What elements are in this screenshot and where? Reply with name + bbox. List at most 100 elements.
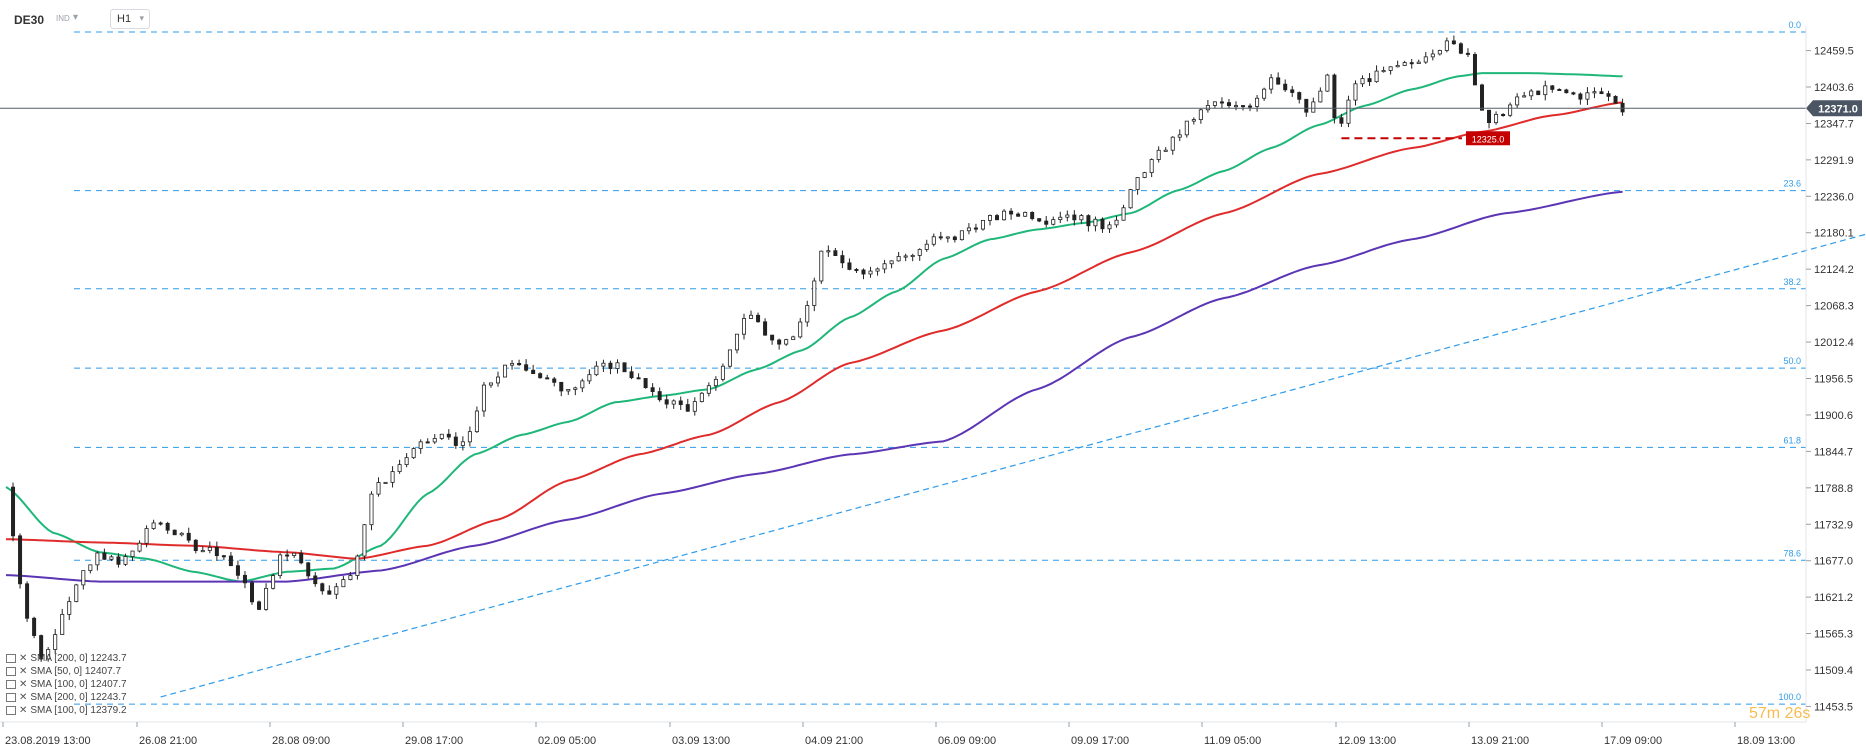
candle-body (1184, 120, 1189, 136)
candle (1388, 66, 1393, 75)
candle-body (1522, 95, 1527, 98)
remove-icon[interactable]: ✕ (19, 705, 28, 716)
candle-body (1114, 219, 1119, 226)
candle (235, 560, 240, 580)
candle-body (720, 365, 725, 380)
legend-item[interactable]: ✕ SMA [200, 0] 12243.7 (6, 691, 127, 704)
candle-body (481, 384, 486, 412)
candle-body (1065, 214, 1070, 218)
symbol-dropdown-icon[interactable]: ▾ (73, 12, 79, 23)
candle-body (1234, 105, 1239, 108)
legend-item[interactable]: ✕ SMA [200, 0] 12243.7 (6, 652, 127, 665)
candle-body (439, 433, 444, 439)
candle-body (404, 457, 409, 466)
candle-body (130, 550, 135, 557)
symbol-label[interactable]: DE30 (14, 13, 45, 27)
legend-item[interactable]: ✕ SMA [50, 0] 12407.7 (6, 665, 127, 678)
instrument-type-badge: IND (56, 14, 70, 23)
candle-body (678, 400, 683, 405)
candle (1276, 72, 1281, 85)
candle-body (1128, 189, 1133, 209)
x-tick-label: 09.09 17:00 (1071, 735, 1129, 747)
y-tick-label: 11900.6 (1814, 410, 1853, 422)
y-tick-label: 12459.5 (1814, 46, 1854, 58)
candle (945, 236, 950, 243)
legend-label: SMA [200, 0] 12243.7 (30, 692, 127, 703)
candle (1226, 98, 1231, 109)
candle (1072, 210, 1077, 226)
candle (46, 647, 51, 662)
candle (566, 388, 571, 395)
y-tick-label: 12403.6 (1814, 82, 1854, 94)
candle-body (1381, 70, 1386, 73)
candle-body (123, 556, 128, 565)
x-tick-label: 29.08 17:00 (405, 735, 463, 747)
candle-body (756, 314, 761, 323)
candle-body (383, 481, 388, 484)
candle-body (980, 219, 985, 230)
candle-body (524, 364, 529, 371)
candle (439, 433, 444, 440)
candle-body (299, 552, 304, 564)
settings-icon[interactable] (6, 693, 16, 702)
remove-icon[interactable]: ✕ (19, 679, 28, 690)
trendline[interactable] (160, 32, 1866, 698)
settings-icon[interactable] (6, 654, 16, 663)
pending-order-label: 12325.0 (1472, 134, 1505, 144)
settings-icon[interactable] (6, 706, 16, 715)
candle-body (186, 532, 191, 541)
candle (1536, 90, 1541, 96)
candle-body (1248, 105, 1253, 108)
candle-body (1388, 66, 1393, 71)
candle (959, 230, 964, 241)
candle (882, 259, 887, 274)
remove-icon[interactable]: ✕ (19, 653, 28, 664)
candle (1599, 87, 1604, 95)
timeframe-selector[interactable]: H1 ▾ (110, 9, 150, 29)
pending-order-line[interactable]: 12325.0 (1341, 131, 1510, 146)
candle (1543, 80, 1548, 101)
candle (1564, 88, 1569, 94)
candle-body (235, 565, 240, 576)
remove-icon[interactable]: ✕ (19, 666, 28, 677)
candle-body (692, 401, 697, 412)
candle-body (1430, 53, 1435, 58)
candle-body (432, 438, 437, 443)
candle-body (1416, 61, 1421, 64)
fib-level-label: 38.2 (1783, 277, 1801, 287)
candle-body (1423, 56, 1428, 63)
candle (1557, 88, 1562, 91)
candle (924, 239, 929, 252)
candle (650, 383, 655, 396)
candle-body (1395, 65, 1400, 68)
candle (1515, 93, 1520, 109)
candle (278, 552, 283, 579)
candle (1360, 75, 1365, 88)
candle-body (945, 236, 950, 239)
candle (341, 576, 346, 588)
settings-icon[interactable] (6, 680, 16, 689)
candle (727, 349, 732, 369)
candle (1458, 42, 1463, 55)
candle-body (777, 339, 782, 345)
candle (510, 360, 515, 370)
fibonacci-retracement[interactable]: 0.0 23.6 38.2 50.0 61.8 78.6 100.0 (74, 20, 1806, 705)
candle-body (706, 385, 711, 394)
candle (1395, 60, 1400, 68)
fib-level-label: 78.6 (1783, 548, 1801, 558)
candle (601, 359, 606, 372)
settings-icon[interactable] (6, 667, 16, 676)
legend-item[interactable]: ✕ SMA [100, 0] 12407.7 (6, 678, 127, 691)
legend-item[interactable]: ✕ SMA [100, 0] 12379.2 (6, 704, 127, 717)
candle-body (1578, 93, 1583, 100)
candle-body (650, 387, 655, 392)
remove-icon[interactable]: ✕ (19, 692, 28, 703)
candle-body (1508, 104, 1513, 116)
candle-body (1402, 62, 1407, 66)
candle (847, 258, 852, 271)
legend-label: SMA [100, 0] 12379.2 (30, 705, 127, 716)
candle-body (390, 471, 395, 483)
candle (242, 571, 247, 589)
